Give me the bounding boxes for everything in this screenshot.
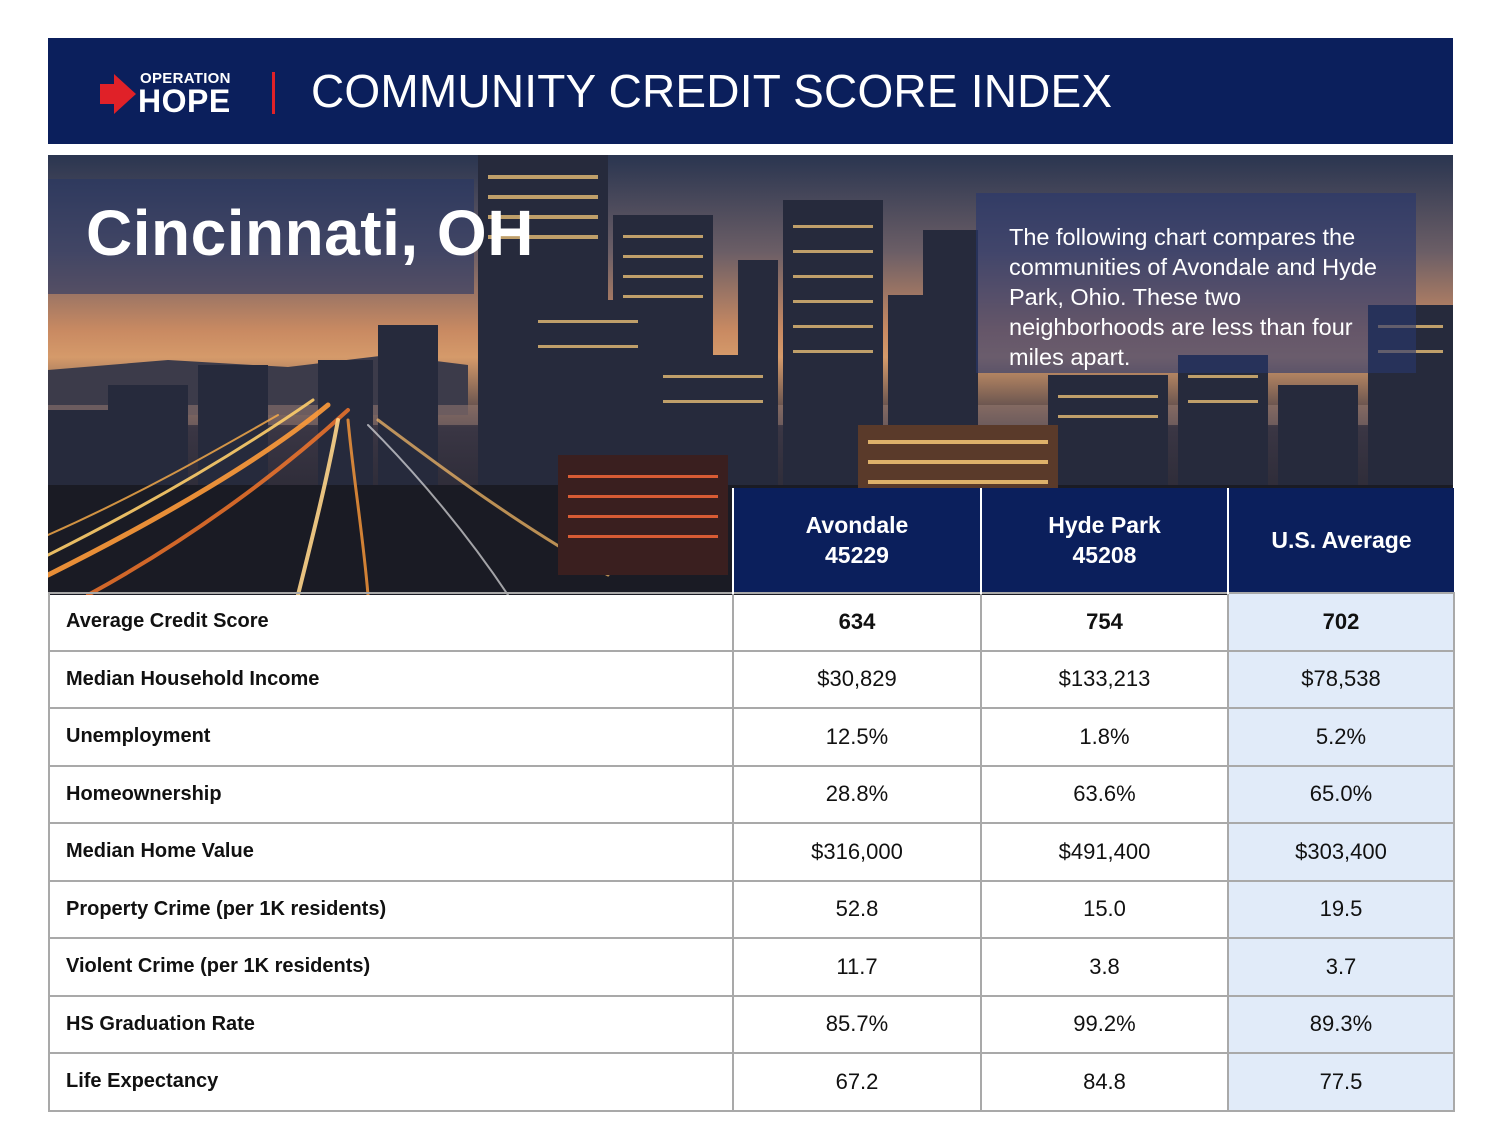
cell-hyde-park: $133,213 [980,649,1229,709]
description-panel [976,193,1416,373]
row-label: HS Graduation Rate [48,994,734,1054]
cell-avondale: 11.7 [732,937,982,997]
table-row: HS Graduation Rate 85.7% 99.2% 89.3% [48,994,1455,1054]
cell-hyde-park: 3.8 [980,937,1229,997]
cell-us-average: 89.3% [1227,994,1455,1054]
row-label: Median Home Value [48,822,734,882]
cell-us-average: 65.0% [1227,764,1455,824]
cell-us-average: 77.5 [1227,1052,1455,1112]
table-header-blank [49,488,733,593]
table-header-row: Avondale 45229 Hyde Park 45208 U.S. Aver… [49,488,1454,593]
page-title: COMMUNITY CREDIT SCORE INDEX [311,65,1113,117]
table-row: Median Household Income $30,829 $133,213… [48,649,1455,709]
column-header-hyde-park: Hyde Park 45208 [980,488,1228,593]
cell-hyde-park: 63.6% [980,764,1229,824]
cell-hyde-park: 15.0 [980,879,1229,939]
cell-avondale: 85.7% [732,994,982,1054]
row-label: Average Credit Score [48,592,734,652]
row-label: Unemployment [48,707,734,767]
table-row: Median Home Value $316,000 $491,400 $303… [48,822,1455,882]
cell-avondale: $30,829 [732,649,982,709]
row-label: Property Crime (per 1K residents) [48,879,734,939]
cell-avondale: 634 [732,592,982,652]
table-row: Homeownership 28.8% 63.6% 65.0% [48,764,1455,824]
cell-hyde-park: 1.8% [980,707,1229,767]
cell-us-average: 702 [1227,592,1455,652]
cell-hyde-park: 99.2% [980,994,1229,1054]
column-header-zip: 45208 [1072,542,1137,568]
column-header-name: U.S. Average [1271,527,1412,553]
arrow-icon [100,74,136,114]
column-header-name: Hyde Park [1048,512,1161,538]
logo-text-hope: HOPE [138,83,231,119]
cell-avondale: $316,000 [732,822,982,882]
description-text: The following chart compares the communi… [1009,224,1377,370]
table-row: Average Credit Score 634 754 702 [48,592,1455,652]
header-divider [272,72,275,114]
row-label: Violent Crime (per 1K residents) [48,937,734,997]
cell-avondale: 28.8% [732,764,982,824]
cell-us-average: 5.2% [1227,707,1455,767]
table-row: Unemployment 12.5% 1.8% 5.2% [48,707,1455,767]
city-title: Cincinnati, OH [86,197,534,269]
row-label: Homeownership [48,764,734,824]
column-header-zip: 45229 [825,542,889,568]
header-banner [48,38,1453,144]
cell-us-average: 3.7 [1227,937,1455,997]
comparison-table: Avondale 45229 Hyde Park 45208 U.S. Aver… [48,488,1455,1112]
cell-hyde-park: 84.8 [980,1052,1229,1112]
cell-avondale: 52.8 [732,879,982,939]
table-row: Violent Crime (per 1K residents) 11.7 3.… [48,937,1455,997]
logo-text-operation: OPERATION [140,70,231,87]
cell-hyde-park: 754 [980,592,1229,652]
cell-us-average: $78,538 [1227,649,1455,709]
cell-us-average: $303,400 [1227,822,1455,882]
city-title-panel [48,179,474,294]
row-label: Life Expectancy [48,1052,734,1112]
cell-avondale: 67.2 [732,1052,982,1112]
table-row: Property Crime (per 1K residents) 52.8 1… [48,879,1455,939]
cell-avondale: 12.5% [732,707,982,767]
row-label: Median Household Income [48,649,734,709]
cell-us-average: 19.5 [1227,879,1455,939]
cell-hyde-park: $491,400 [980,822,1229,882]
column-header-name: Avondale [805,512,909,538]
column-header-us-average: U.S. Average [1227,488,1454,593]
table-row: Life Expectancy 67.2 84.8 77.5 [48,1052,1455,1112]
column-header-avondale: Avondale 45229 [732,488,981,593]
